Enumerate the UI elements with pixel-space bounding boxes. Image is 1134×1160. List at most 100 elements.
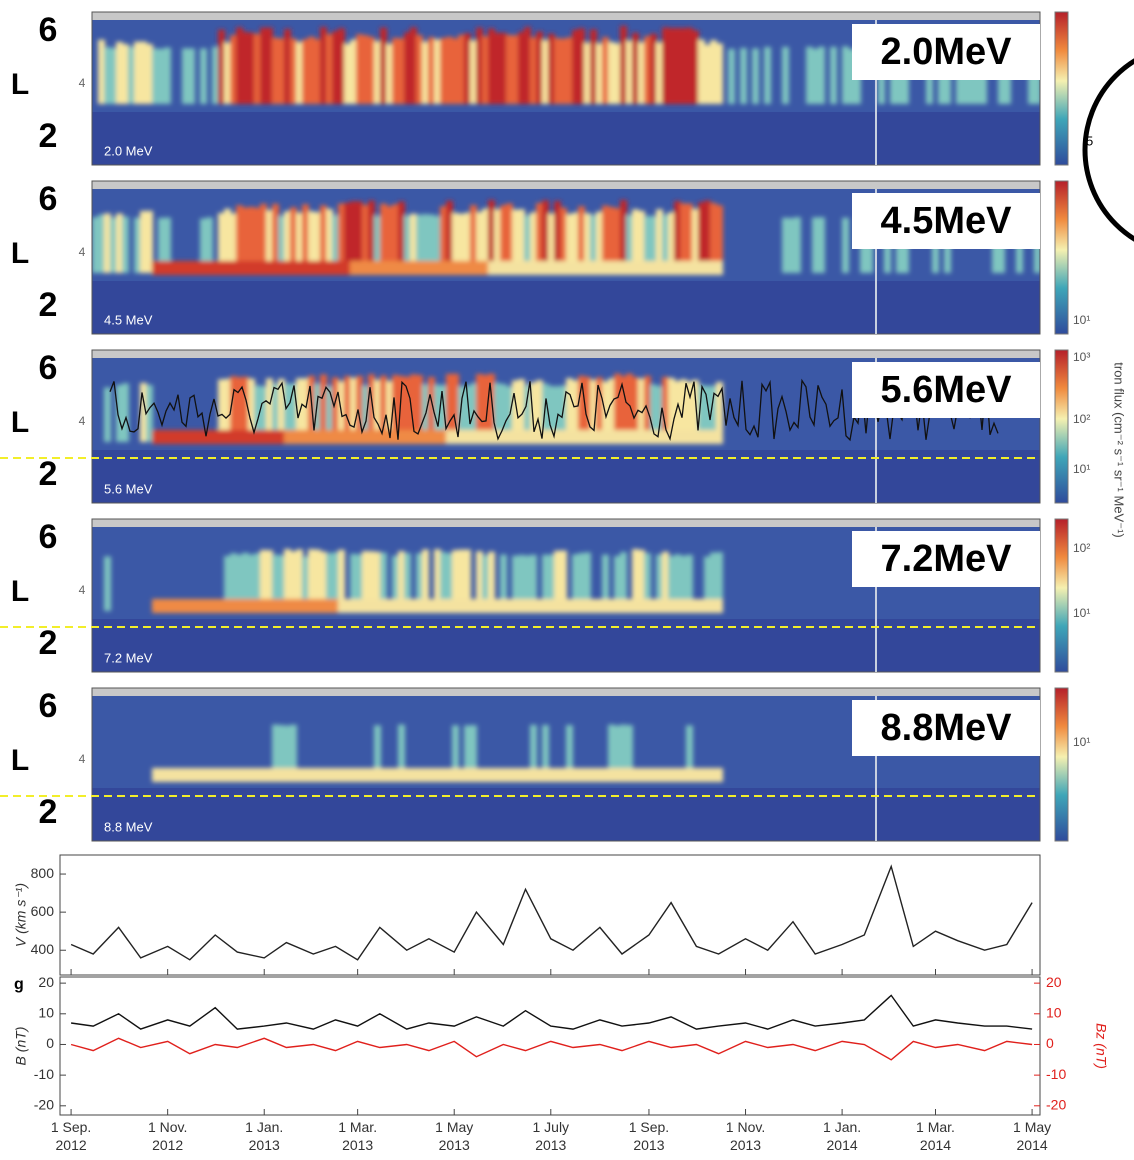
flux-band [314, 430, 321, 444]
lower-label: 2 [39, 793, 58, 831]
flux-column [266, 550, 273, 611]
x-tick-label: 1 Mar. 2013 [338, 1119, 378, 1153]
flux-band [176, 430, 183, 444]
flux-column [470, 725, 477, 780]
flux-column [416, 35, 423, 105]
flux-band [170, 768, 177, 782]
flux-column [650, 33, 657, 104]
y-tick-label: 600 [31, 903, 55, 919]
flux-column [656, 554, 663, 611]
flux-band [308, 768, 315, 782]
flux-band [542, 430, 549, 444]
flux-column [422, 214, 429, 273]
flux-band [314, 599, 321, 613]
flux-band [266, 261, 273, 275]
flux-column [152, 48, 159, 104]
flux-column [356, 554, 363, 611]
flux-column [710, 203, 717, 273]
y-tick-label: 20 [38, 974, 54, 990]
flux-column [302, 378, 309, 442]
flux-band [518, 430, 525, 444]
flux-column [608, 724, 615, 780]
flux-band [626, 430, 633, 444]
energy-label: 7.2 MeV [104, 650, 153, 665]
flux-column [662, 214, 669, 273]
flux-band [716, 599, 723, 613]
flux-column [566, 213, 573, 273]
flux-column [452, 373, 459, 442]
flux-band [272, 768, 279, 782]
flux-column [158, 48, 165, 104]
flux-column [506, 203, 513, 273]
flux-column [632, 209, 639, 273]
flux-column [362, 551, 369, 611]
flux-band [650, 430, 657, 444]
flux-column [428, 214, 435, 273]
flux-band [194, 430, 201, 444]
flux-band [602, 261, 609, 275]
y-axis-label: V (km s⁻¹) [13, 883, 29, 947]
flux-column [578, 375, 585, 442]
flux-band [572, 599, 579, 613]
flux-column [632, 32, 639, 104]
flux-band [422, 599, 429, 613]
flux-band [476, 599, 483, 613]
x-tick-label: 1 May 2013 [435, 1119, 474, 1153]
flux-band [368, 599, 375, 613]
flux-band [260, 430, 267, 444]
flux-column [104, 387, 111, 442]
flux-band [674, 261, 681, 275]
flux-column [572, 380, 579, 442]
x-tick-label: 1 Nov. 2013 [725, 1119, 766, 1153]
flux-band [332, 261, 339, 275]
flux-column [446, 36, 453, 104]
flux-column [266, 210, 273, 273]
flux-column [596, 377, 603, 442]
flux-column [650, 384, 657, 442]
flux-column [608, 378, 615, 442]
flux-column [650, 215, 657, 273]
flux-band [680, 261, 687, 275]
flux-column [434, 384, 441, 442]
flux-band [296, 599, 303, 613]
flux-band [638, 768, 645, 782]
flux-column [476, 373, 483, 442]
y-tick-label: 10 [38, 1005, 54, 1021]
flux-column [560, 38, 567, 105]
flux-band [518, 261, 525, 275]
flux-band [302, 261, 309, 275]
flux-column [404, 553, 411, 611]
flux-band [224, 261, 231, 275]
y-tick-label: -10 [34, 1066, 54, 1082]
flux-column [398, 724, 405, 780]
flux-band [470, 261, 477, 275]
data-line [70, 1037, 1033, 1061]
flux-column [146, 44, 153, 104]
flux-column [158, 217, 165, 273]
flux-column [230, 376, 237, 442]
flux-band [596, 768, 603, 782]
flux-band [680, 430, 687, 444]
flux-band [248, 768, 255, 782]
big-label: 8.8MeV [881, 707, 1013, 749]
flux-band [560, 430, 567, 444]
upper-label: 6 [39, 518, 58, 556]
flux-band [374, 430, 381, 444]
flux-band [254, 430, 261, 444]
flux-column [524, 384, 531, 442]
flux-column [296, 41, 303, 104]
flux-band [518, 768, 525, 782]
flux-column [620, 724, 627, 780]
flux-band [698, 261, 705, 275]
flux-band [386, 599, 393, 613]
x-tick-label: 1 Mar. 2014 [916, 1119, 955, 1153]
flux-column [698, 385, 705, 442]
flux-column [602, 37, 609, 104]
flux-column [320, 205, 327, 273]
flux-column [590, 379, 597, 442]
flux-column [470, 205, 477, 273]
flux-band [278, 768, 285, 782]
flux-column [476, 212, 483, 273]
flux-column [704, 556, 711, 611]
y2-tick-label: -20 [1046, 1097, 1066, 1113]
